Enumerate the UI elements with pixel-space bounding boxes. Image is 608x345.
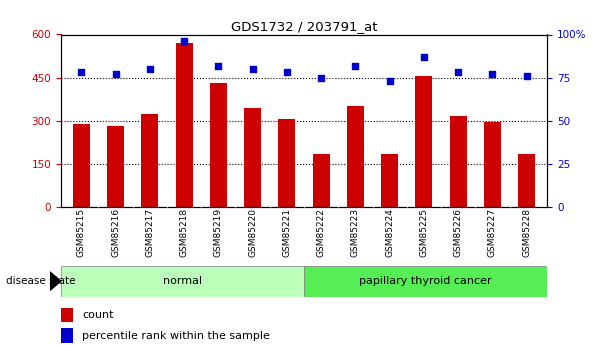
Point [179, 39, 189, 44]
Bar [210, 83, 227, 207]
Text: GSM85224: GSM85224 [385, 208, 394, 257]
Bar [381, 154, 398, 207]
Text: percentile rank within the sample: percentile rank within the sample [82, 331, 270, 341]
Text: GSM85225: GSM85225 [420, 208, 429, 257]
Text: normal: normal [163, 276, 202, 286]
Bar [313, 154, 330, 207]
Text: GSM85227: GSM85227 [488, 208, 497, 257]
Text: count: count [82, 310, 114, 320]
Text: GSM85219: GSM85219 [214, 208, 223, 257]
Point [111, 71, 120, 77]
Bar [107, 127, 124, 207]
Bar [244, 108, 261, 207]
Point [351, 63, 361, 68]
Text: GSM85226: GSM85226 [454, 208, 463, 257]
Text: GSM85215: GSM85215 [77, 208, 86, 257]
Point [385, 78, 395, 84]
Point [454, 70, 463, 75]
Text: disease state: disease state [6, 276, 75, 286]
Point [419, 54, 429, 60]
Point [316, 75, 326, 80]
Bar [278, 119, 295, 207]
Bar [304, 266, 547, 297]
Bar [73, 124, 90, 207]
Text: papillary thyroid cancer: papillary thyroid cancer [359, 276, 492, 286]
Point [213, 63, 223, 68]
Text: GSM85217: GSM85217 [145, 208, 154, 257]
Text: GSM85220: GSM85220 [248, 208, 257, 257]
Bar [141, 114, 159, 207]
Bar [176, 43, 193, 207]
Point [77, 70, 86, 75]
Text: GSM85223: GSM85223 [351, 208, 360, 257]
Point [488, 71, 497, 77]
Bar [518, 154, 535, 207]
Bar [449, 117, 467, 207]
Title: GDS1732 / 203791_at: GDS1732 / 203791_at [231, 20, 377, 33]
Polygon shape [50, 272, 61, 290]
Text: GSM85216: GSM85216 [111, 208, 120, 257]
Bar [347, 106, 364, 207]
Bar [415, 76, 432, 207]
Point [247, 66, 257, 72]
Bar [61, 308, 73, 322]
Text: GSM85228: GSM85228 [522, 208, 531, 257]
Point [522, 73, 531, 79]
Text: GSM85222: GSM85222 [317, 208, 326, 257]
Bar [61, 328, 73, 343]
Text: GSM85221: GSM85221 [282, 208, 291, 257]
Bar [484, 122, 501, 207]
Point [145, 66, 154, 72]
Text: GSM85218: GSM85218 [179, 208, 188, 257]
Point [282, 70, 292, 75]
Bar [61, 266, 304, 297]
